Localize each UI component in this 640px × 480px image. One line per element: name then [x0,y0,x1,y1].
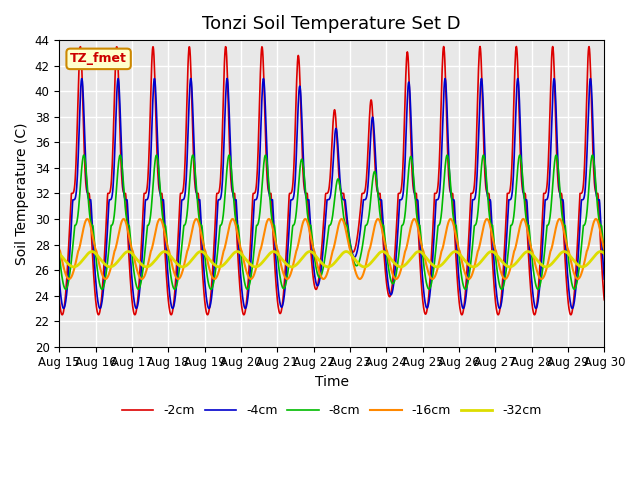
-16cm [417,238,424,244]
-4cm [223,76,231,82]
-8cm [177,257,184,263]
-16cm [488,230,495,236]
-2cm [536,257,544,263]
-4cm [205,305,212,311]
-8cm [516,152,524,158]
-16cm [164,244,172,250]
-32cm [600,251,608,256]
-4cm [600,276,608,282]
-4cm [177,220,184,226]
-32cm [177,264,184,269]
Line: -4cm: -4cm [60,79,604,308]
-32cm [179,264,187,270]
-4cm [56,276,63,282]
-16cm [238,249,246,254]
X-axis label: Time: Time [315,375,349,389]
-4cm [163,261,171,267]
-8cm [536,281,544,287]
-2cm [458,312,466,318]
Legend: -2cm, -4cm, -8cm, -16cm, -32cm: -2cm, -4cm, -8cm, -16cm, -32cm [117,399,547,422]
-16cm [56,247,63,252]
-2cm [177,191,184,196]
Y-axis label: Soil Temperature (C): Soil Temperature (C) [15,122,29,264]
Line: -2cm: -2cm [60,47,604,315]
-16cm [592,216,600,222]
-2cm [488,252,496,258]
Title: Tonzi Soil Temperature Set D: Tonzi Soil Temperature Set D [202,15,461,33]
-32cm [56,251,63,256]
Text: TZ_fmet: TZ_fmet [70,52,127,65]
Line: -8cm: -8cm [60,155,604,289]
-16cm [600,247,608,252]
-32cm [238,252,246,258]
-2cm [600,297,608,303]
-4cm [536,277,544,283]
-16cm [65,276,73,282]
-16cm [177,273,185,279]
-4cm [238,290,246,296]
-32cm [197,249,205,254]
-2cm [417,264,424,269]
-8cm [534,287,542,292]
-32cm [417,249,425,255]
-32cm [163,250,171,255]
-8cm [488,222,495,228]
-32cm [536,261,544,266]
-16cm [536,275,544,281]
-32cm [488,249,496,254]
-2cm [237,301,245,307]
-8cm [237,256,245,262]
Line: -16cm: -16cm [60,219,604,279]
-2cm [56,297,63,303]
-8cm [56,252,63,257]
-8cm [163,240,171,246]
-4cm [488,227,496,233]
-8cm [417,226,424,232]
-8cm [600,252,608,257]
-2cm [476,44,484,49]
-2cm [163,285,171,290]
Line: -32cm: -32cm [60,252,604,267]
-4cm [417,252,425,258]
